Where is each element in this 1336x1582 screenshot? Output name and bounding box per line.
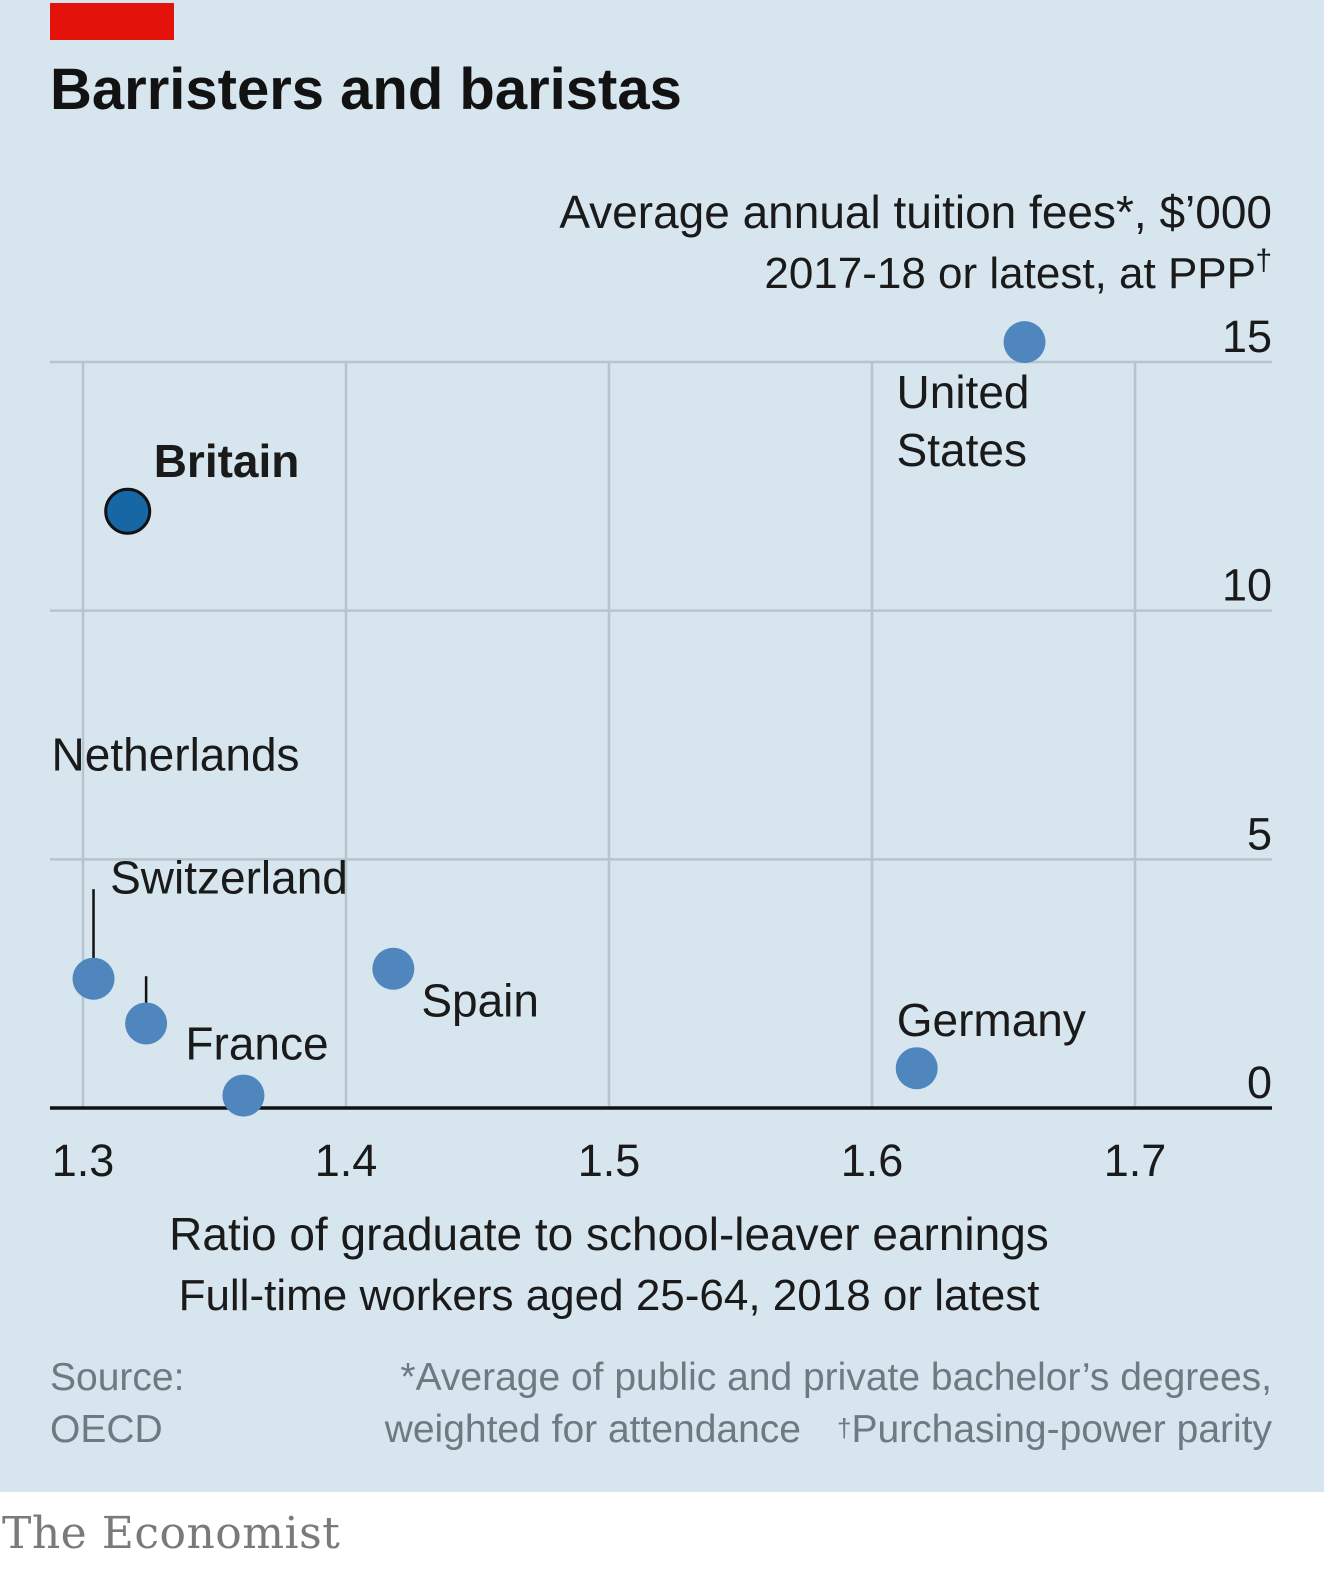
point-label-france: France xyxy=(185,1018,328,1070)
footnote-2-text-b: Purchasing-power parity xyxy=(851,1408,1272,1451)
point-label-spain: Spain xyxy=(421,975,539,1027)
brand-red-tag xyxy=(50,3,174,40)
footnote-2: weighted for attendance †Purchasing-power… xyxy=(385,1404,1272,1456)
x-axis-subtitle: Full-time workers aged 25-64, 2018 or la… xyxy=(179,1271,1040,1320)
x-tick-label-1.3: 1.3 xyxy=(52,1135,115,1186)
chart-panel: Barristers and baristas 0 5 10 15 1.3 1.4 1.5 1… xyxy=(0,0,1324,1492)
chart-title: Barristers and baristas xyxy=(50,57,682,122)
point-france xyxy=(222,1074,265,1117)
label-layer: United States Britain Netherlands Switzerlan… xyxy=(52,366,1086,1069)
point-spain xyxy=(372,947,415,990)
source-label-line1: Source: xyxy=(50,1356,185,1399)
economist-logo: The Economist xyxy=(2,1508,341,1559)
y-axis-title: Average annual tuition fees*, $’000 xyxy=(559,186,1272,238)
point-germany xyxy=(895,1047,938,1090)
x-tick-label-1.7: 1.7 xyxy=(1104,1135,1167,1186)
y-tick-label-5: 5 xyxy=(1247,808,1272,859)
source-label-line2: OECD xyxy=(50,1408,163,1451)
point-netherlands xyxy=(72,957,115,1000)
grid-layer xyxy=(50,360,1272,1108)
point-label-switzerland: Switzerland xyxy=(110,851,348,903)
x-axis-title: Ratio of graduate to school-leaver earni… xyxy=(169,1208,1049,1260)
footnote-1: *Average of public and private bachelor’… xyxy=(400,1356,1272,1399)
x-tick-label-1.5: 1.5 xyxy=(578,1135,641,1186)
footnote-2-dagger: † xyxy=(837,1413,852,1443)
point-united-states xyxy=(1003,321,1046,364)
y-tick-label-15: 15 xyxy=(1222,311,1272,362)
y-axis-subtitle: 2017-18 or latest, at PPP xyxy=(764,249,1256,298)
point-label-britain: Britain xyxy=(154,435,300,487)
point-britain xyxy=(104,487,152,535)
axis-layer: 0 5 10 15 1.3 1.4 1.5 1.6 1.7 Average annual tuit… xyxy=(50,186,1272,1320)
footnote-2-text-a: weighted for attendance xyxy=(384,1408,801,1451)
point-layer xyxy=(72,321,1046,1117)
point-label-united-states-line2: States xyxy=(897,424,1027,476)
x-tick-label-1.6: 1.6 xyxy=(841,1135,904,1186)
y-tick-label-10: 10 xyxy=(1222,560,1272,611)
scatter-chart: 0 5 10 15 1.3 1.4 1.5 1.6 1.7 Average annual tuit… xyxy=(50,186,1272,1320)
y-tick-label-0: 0 xyxy=(1247,1057,1272,1108)
x-tick-label-1.4: 1.4 xyxy=(315,1135,378,1186)
point-label-netherlands: Netherlands xyxy=(52,729,300,781)
point-label-united-states-line1: United xyxy=(897,366,1030,418)
point-label-germany: Germany xyxy=(897,994,1086,1046)
source-label: Source: OECD xyxy=(50,1352,184,1456)
point-switzerland xyxy=(125,1002,168,1045)
y-axis-subtitle-dagger: † xyxy=(1255,244,1272,277)
